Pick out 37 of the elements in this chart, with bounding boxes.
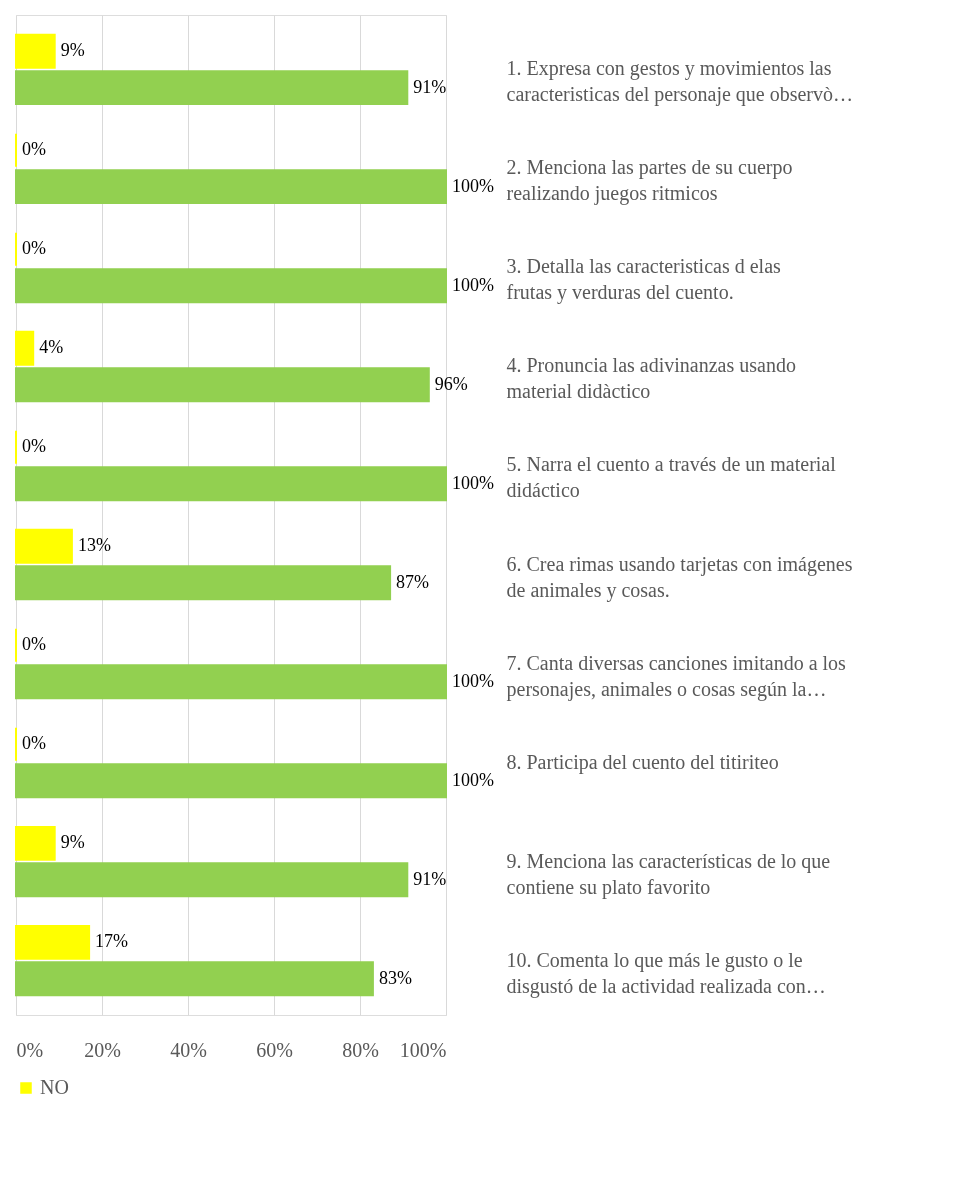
data-label: 100% bbox=[452, 472, 494, 493]
x-tick-label: 40% bbox=[170, 1038, 207, 1061]
x-tick-label: 60% bbox=[256, 1038, 293, 1061]
y-tick-label: 1. Expresa con gestos y movimientos las caracteristicas del personaje que observò… bbox=[506, 57, 854, 107]
data-label: 0% bbox=[22, 733, 46, 754]
data-label: 0% bbox=[22, 634, 46, 655]
data-label: 0% bbox=[22, 139, 46, 160]
data-label: 100% bbox=[452, 769, 494, 790]
data-label: 0% bbox=[22, 436, 46, 457]
y-tick-label: 5. Narra el cuento a través de un material didáctico bbox=[506, 453, 837, 502]
data-label: 100% bbox=[452, 175, 494, 196]
y-tick-label: 6. Crea rimas usando tarjetas con imágenes de animales y cosas. bbox=[506, 552, 853, 602]
data-label: 9% bbox=[60, 40, 85, 61]
x-tick-label: 20% bbox=[84, 1038, 121, 1061]
y-tick-label: 3. Detalla las caracteristicas d elas frutas y verduras del cuento. bbox=[506, 255, 782, 305]
data-label: 91% bbox=[413, 76, 447, 97]
data-label: 0% bbox=[22, 238, 46, 259]
legend-label: NO bbox=[40, 1076, 69, 1098]
y-tick-label: 4. Pronuncia las adivinanzas usando material didàctico bbox=[506, 354, 796, 403]
data-label: 83% bbox=[378, 967, 412, 988]
y-tick-label: 9. Menciona las características de lo que contiene su plato favorito bbox=[506, 849, 831, 899]
data-label: 91% bbox=[413, 868, 447, 889]
data-label: 17% bbox=[95, 931, 129, 952]
data-label: 13% bbox=[77, 535, 111, 556]
data-label: 9% bbox=[60, 832, 85, 853]
y-tick-label: 8. Participa del cuento del titiriteo bbox=[506, 750, 779, 774]
y-tick-label: 2. Menciona las partes de su cuerpo realizando juegos ritmicos bbox=[506, 156, 793, 206]
data-label: 96% bbox=[434, 373, 468, 394]
x-tick-label: 100% bbox=[399, 1038, 447, 1061]
data-label: 87% bbox=[396, 571, 430, 592]
y-tick-label: 7. Canta diversas canciones imitando a los personajes, animales o cosas según la… bbox=[506, 651, 847, 701]
x-tick-label: 80% bbox=[342, 1038, 379, 1061]
data-label: 4% bbox=[39, 337, 64, 358]
y-tick-label: 10. Comenta lo que más le gusto o le disgustó de la actividad realizada con… bbox=[506, 948, 826, 998]
data-label: 100% bbox=[452, 670, 494, 691]
data-label: 100% bbox=[452, 274, 494, 295]
x-tick-label: 0% bbox=[16, 1038, 44, 1061]
